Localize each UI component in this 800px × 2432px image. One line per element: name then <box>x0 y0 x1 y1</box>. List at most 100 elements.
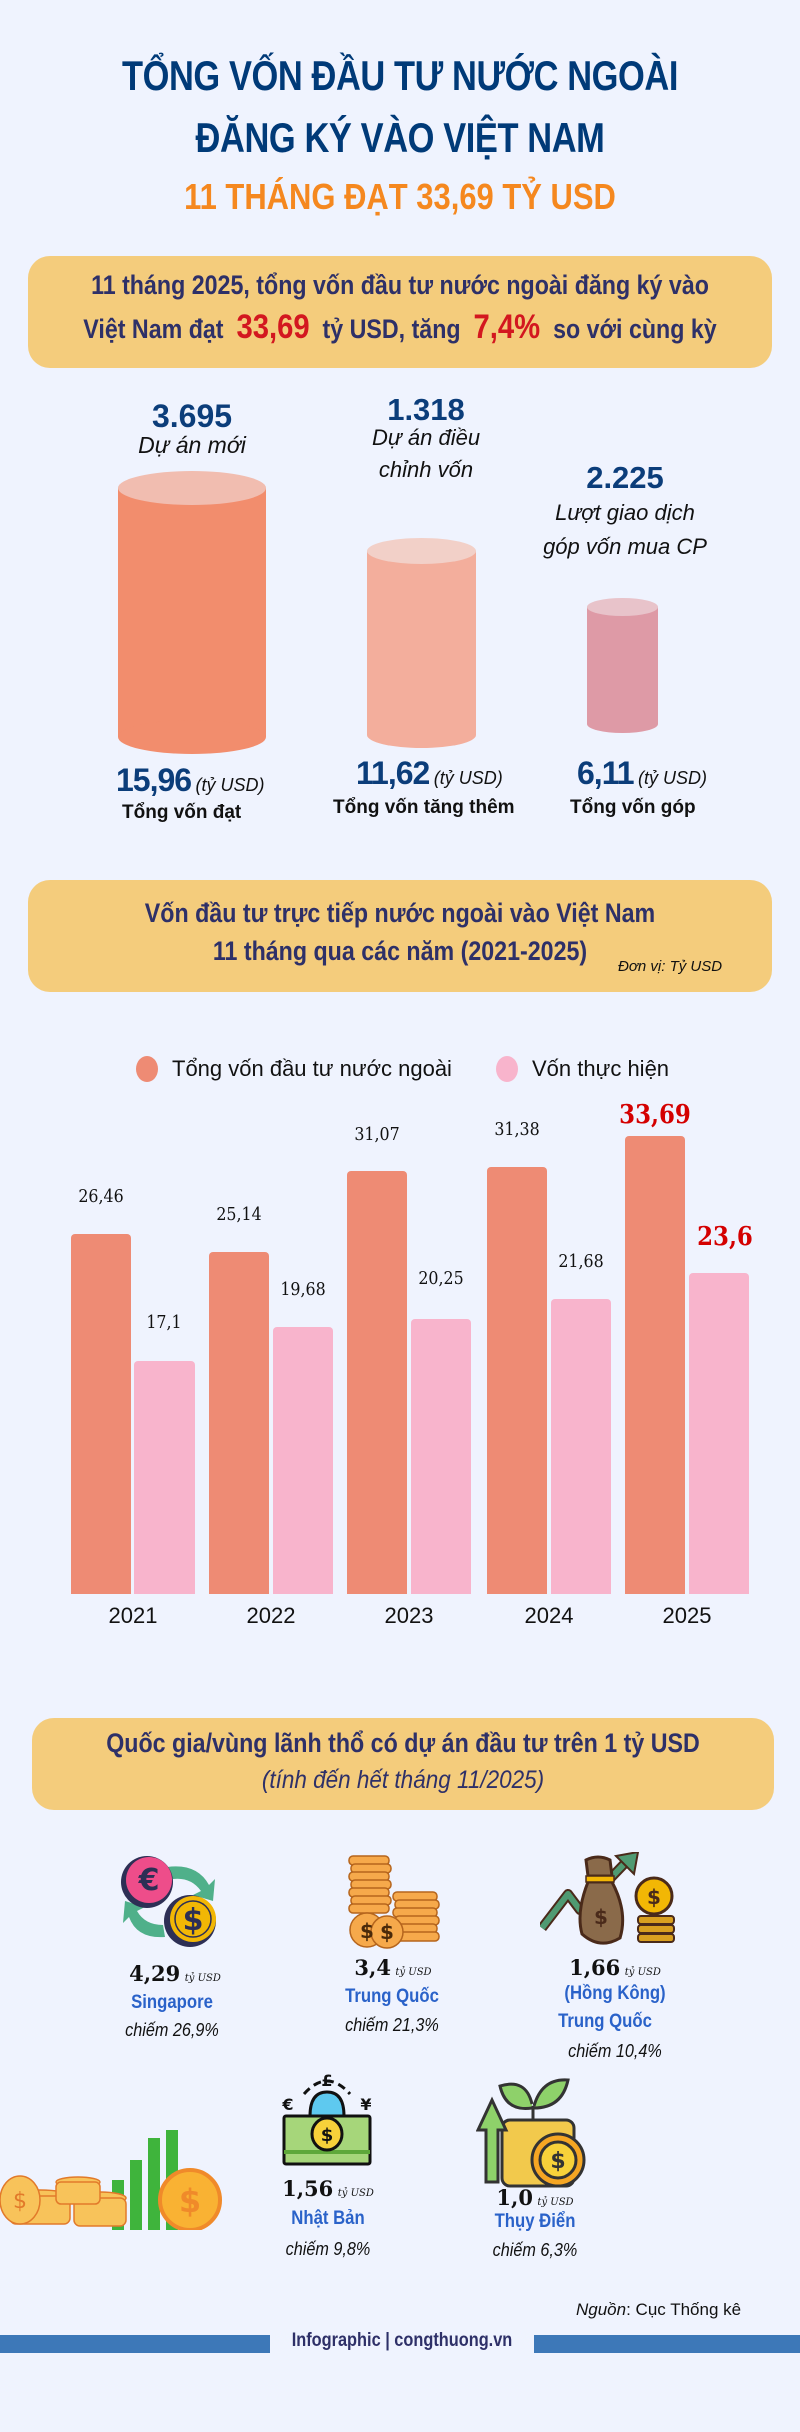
svg-text:€: € <box>282 2095 294 2114</box>
svg-text:£: £ <box>321 2071 332 2090</box>
svg-text:¥: ¥ <box>360 2095 371 2114</box>
source-note: Nguồn: Cục Thống kê <box>576 2300 741 2320</box>
chart-unit-note: Đơn vị: Tỷ USD <box>618 958 723 975</box>
label-total-2022: 25,14 <box>216 1204 262 1225</box>
summary-growth: 7,4% <box>473 308 541 346</box>
bar-total-2022 <box>209 1252 269 1594</box>
legend-label-total: Tổng vốn đầu tư nước ngoài <box>172 1056 452 1081</box>
adjusted-projects-count: 1.318 <box>387 392 465 427</box>
countries-subtitle: (tính đến hết tháng 11/2025) <box>261 1766 545 1794</box>
country-name-hongkong-2: Trung Quốc <box>558 2011 652 2032</box>
country-value-hongkong: 1,66 tỷ USD <box>569 1955 661 1980</box>
country-name-sweden: Thụy Điển <box>494 2211 576 2232</box>
label-disbursed-2022: 19,68 <box>280 1279 326 1300</box>
x-label-2022: 2022 <box>246 1603 296 1628</box>
bar-disbursed-2024 <box>551 1299 611 1594</box>
x-label-2021: 2021 <box>108 1603 158 1628</box>
bar-disbursed-2023 <box>411 1319 471 1594</box>
country-name-hongkong-1: (Hồng Kông) <box>564 1983 666 2004</box>
adjusted-projects-label-1: Dự án điều <box>371 425 481 450</box>
new-projects-unit: (tỷ USD) <box>195 775 265 795</box>
share-deals-value: 6,11 <box>577 755 635 791</box>
chart-title-line2: 11 tháng qua các năm (2021-2025) <box>212 936 588 966</box>
legend-item-disbursed: Vốn thực hiện <box>496 1056 669 1082</box>
adjusted-value: 11,62 <box>356 755 430 791</box>
country-value-china: 3,4 tỷ USD <box>354 1955 432 1980</box>
svg-text:€: € <box>138 1863 160 1898</box>
svg-text:$: $ <box>13 2189 27 2214</box>
bar-disbursed-2022 <box>273 1327 333 1594</box>
country-name-japan: Nhật Bản <box>291 2208 365 2229</box>
svg-text:$: $ <box>183 1903 204 1938</box>
country-value-singapore: 4,29 tỷ USD <box>129 1961 221 1986</box>
new-projects-value: 15,96 <box>116 762 192 798</box>
new-projects-value-row: 15,96 (tỷ USD) <box>116 762 265 799</box>
adjusted-value-row: 11,62 (tỷ USD) <box>356 755 503 792</box>
label-total-2025: 33,69 <box>619 1100 691 1130</box>
x-label-2024: 2024 <box>524 1603 574 1628</box>
label-disbursed-2021: 17,1 <box>146 1312 182 1333</box>
x-label-2025: 2025 <box>662 1603 712 1628</box>
summary-total: 33,69 <box>236 308 310 346</box>
summary-line2: Việt Nam đạt 33,69 tỷ USD, tăng 7,4% so … <box>80 308 720 347</box>
global-money-icon: £ € ¥ $ <box>282 2071 372 2166</box>
svg-text:$: $ <box>647 1885 661 1909</box>
summary-banner: 11 tháng 2025, tổng vốn đầu tư nước ngoà… <box>28 256 772 368</box>
coins-growth-decoration-icon: $ $ <box>0 2130 222 2230</box>
legend-label-disbursed: Vốn thực hiện <box>532 1056 670 1081</box>
new-projects-caption: Tổng vốn đạt <box>122 802 242 823</box>
new-projects-count: 3.695 <box>151 398 233 434</box>
countries-title: Quốc gia/vùng lãnh thổ có dự án đầu tư t… <box>106 1728 700 1758</box>
svg-text:$: $ <box>594 1905 608 1929</box>
legend-swatch-disbursed <box>496 1056 518 1082</box>
summary-mid: tỷ USD, tăng <box>322 314 461 344</box>
label-disbursed-2025: 23,6 <box>697 1222 753 1252</box>
country-name-china: Trung Quốc <box>345 1986 439 2007</box>
label-total-2021: 26,46 <box>78 1186 124 1207</box>
footer-bar-right <box>534 2335 800 2353</box>
legend-item-total: Tổng vốn đầu tư nước ngoài <box>136 1056 452 1082</box>
country-value-sweden: 1,0 tỷ USD <box>496 2185 574 2210</box>
bar-total-2025 <box>625 1136 685 1594</box>
bar-disbursed-2021 <box>134 1361 195 1594</box>
new-projects-label: Dự án mới <box>138 432 246 458</box>
bar-total-2023 <box>347 1171 407 1594</box>
source-value: : Cục Thống kê <box>626 2300 742 2319</box>
page-title-line1: TỔNG VỐN ĐẦU TƯ NƯỚC NGOÀI <box>121 52 679 99</box>
cylinder-new-projects <box>118 471 266 754</box>
summary-post: so với cùng kỳ <box>553 314 717 344</box>
share-deals-label-2: góp vốn mua CP <box>543 534 707 559</box>
country-value-japan: 1,56 tỷ USD <box>282 2176 374 2201</box>
country-name-singapore: Singapore <box>131 1992 213 2013</box>
chart-title-line1: Vốn đầu tư trực tiếp nước ngoài vào Việt… <box>144 898 656 928</box>
country-share-singapore: chiếm 26,9% <box>125 2020 219 2040</box>
countries-banner: Quốc gia/vùng lãnh thổ có dự án đầu tư t… <box>32 1718 774 1810</box>
x-label-2023: 2023 <box>384 1603 434 1628</box>
svg-text:$: $ <box>550 2149 565 2174</box>
country-share-hongkong: chiếm 10,4% <box>568 2041 662 2061</box>
share-deals-value-row: 6,11 (tỷ USD) <box>577 755 707 792</box>
bar-total-2021 <box>71 1234 131 1594</box>
adjusted-unit: (tỷ USD) <box>433 768 503 788</box>
cylinder-adjusted-projects <box>367 538 476 748</box>
label-disbursed-2024: 21,68 <box>558 1251 604 1272</box>
summary-line1: 11 tháng 2025, tổng vốn đầu tư nước ngoà… <box>91 270 709 300</box>
footer-brand: Infographic | congthuong.vn <box>291 2330 513 2351</box>
coin-plant-growth-icon: $ <box>476 2078 586 2188</box>
share-deals-count: 2.225 <box>586 460 664 495</box>
label-total-2024: 31,38 <box>494 1119 540 1140</box>
legend-swatch-total <box>136 1056 158 1082</box>
money-bag-growth-icon: $ $ <box>540 1852 675 1945</box>
cylinder-share-deals <box>587 598 658 733</box>
adjusted-projects-label-2: chỉnh vốn <box>378 457 474 482</box>
country-share-japan: chiếm 9,8% <box>285 2239 371 2259</box>
svg-text:$: $ <box>321 2125 334 2146</box>
country-share-sweden: chiếm 6,3% <box>492 2240 578 2260</box>
bar-disbursed-2025 <box>689 1273 749 1594</box>
footer-bar-left <box>0 2335 270 2353</box>
bar-total-2024 <box>487 1167 547 1594</box>
coin-stacks-icon: $ $ <box>348 1855 440 1949</box>
bar-chart: 26,46 17,1 2021 25,14 19,68 2022 31,07 2… <box>71 1100 753 1628</box>
share-deals-label-1: Lượt giao dịch <box>555 500 695 525</box>
label-disbursed-2023: 20,25 <box>418 1268 464 1289</box>
